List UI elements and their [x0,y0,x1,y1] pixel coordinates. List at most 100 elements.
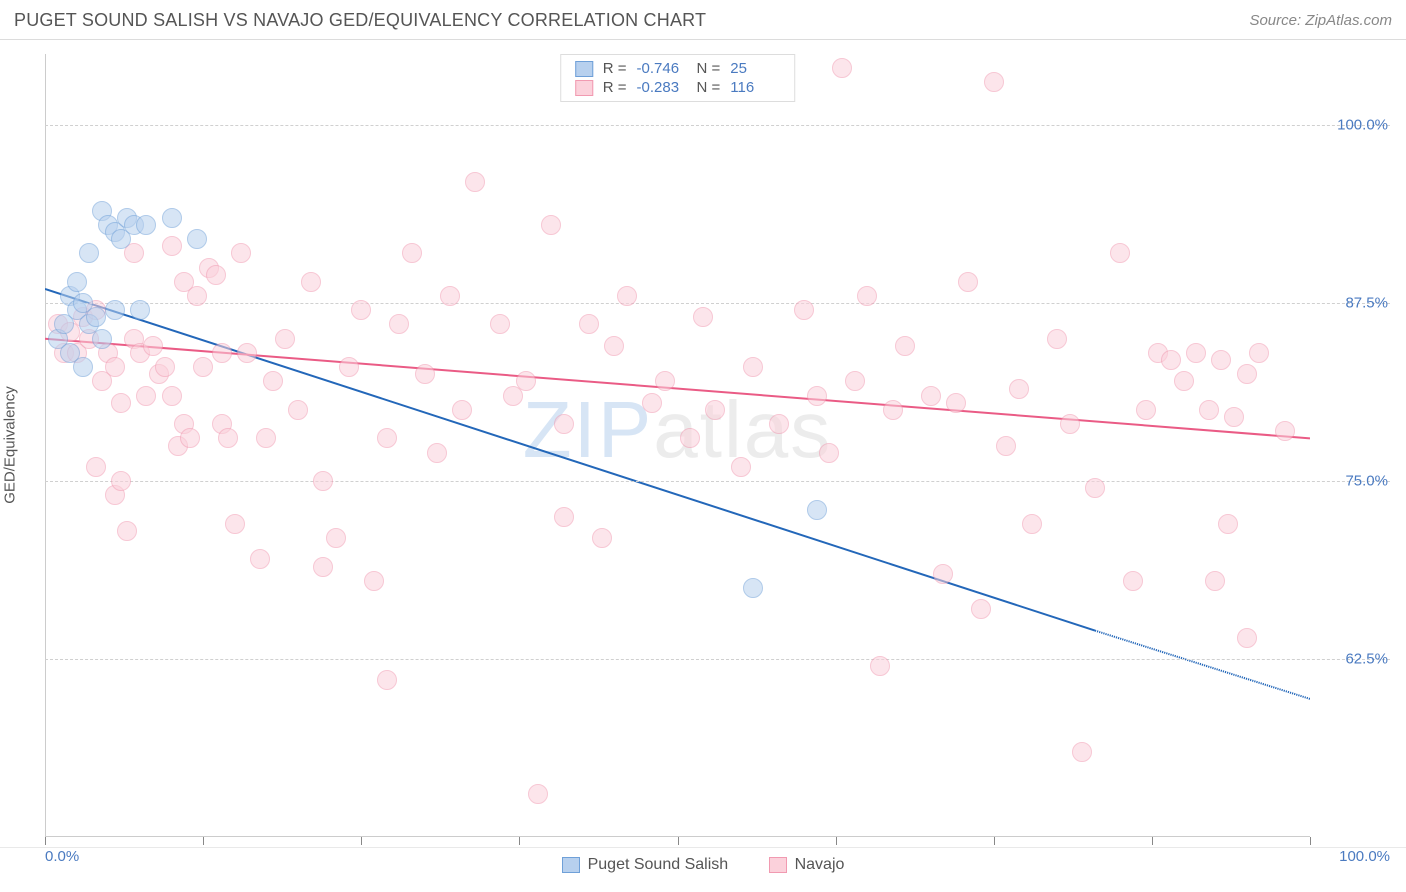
scatter-point-salish [130,300,150,320]
scatter-point-navajo [415,364,435,384]
scatter-point-navajo [155,357,175,377]
scatter-point-navajo [1136,400,1156,420]
scatter-point-navajo [554,507,574,527]
chart-title: PUGET SOUND SALISH VS NAVAJO GED/EQUIVAL… [14,10,706,31]
footer-legend-item-1: Puget Sound Salish [562,856,729,874]
plot-area: ZIPatlas R = -0.746 N = 25 R = -0.283 N … [45,52,1312,837]
scatter-point-navajo [1085,478,1105,498]
source-credit: Source: ZipAtlas.com [1249,12,1392,29]
scatter-point-navajo [933,564,953,584]
legend-stats-row-1: R = -0.746 N = 25 [575,59,781,78]
scatter-point-navajo [256,428,276,448]
scatter-point-salish [92,329,112,349]
scatter-point-navajo [351,300,371,320]
scatter-point-navajo [206,265,226,285]
scatter-point-navajo [402,243,422,263]
scatter-point-navajo [883,400,903,420]
series-1-name: Puget Sound Salish [588,856,729,874]
scatter-point-navajo [117,521,137,541]
scatter-point-navajo [1161,350,1181,370]
r-value-2: -0.283 [637,79,687,96]
scatter-point-navajo [339,357,359,377]
series-2-name: Navajo [795,856,845,874]
scatter-point-navajo [288,400,308,420]
scatter-point-navajo [143,336,163,356]
scatter-point-navajo [275,329,295,349]
gridline [45,659,1390,660]
scatter-point-navajo [1224,407,1244,427]
scatter-point-navajo [1060,414,1080,434]
scatter-point-salish [67,272,87,292]
scatter-point-navajo [1022,514,1042,534]
scatter-point-navajo [1072,742,1092,762]
scatter-point-salish [136,215,156,235]
scatter-point-navajo [769,414,789,434]
x-tick [1152,837,1153,845]
x-tick [519,837,520,845]
swatch-series-1 [562,857,580,873]
scatter-point-navajo [218,428,238,448]
scatter-point-navajo [1047,329,1067,349]
scatter-point-navajo [136,386,156,406]
scatter-point-navajo [1237,364,1257,384]
scatter-point-salish [79,243,99,263]
scatter-point-navajo [845,371,865,391]
scatter-point-navajo [554,414,574,434]
scatter-point-salish [162,208,182,228]
scatter-point-navajo [984,72,1004,92]
scatter-point-navajo [187,286,207,306]
scatter-point-navajo [895,336,915,356]
scatter-point-navajo [946,393,966,413]
r-label: R = [603,79,627,96]
r-label: R = [603,60,627,77]
n-label: N = [697,79,721,96]
scatter-point-navajo [1199,400,1219,420]
scatter-point-salish [743,578,763,598]
scatter-point-navajo [604,336,624,356]
y-axis-line [45,54,46,837]
scatter-point-salish [105,300,125,320]
scatter-point-navajo [807,386,827,406]
scatter-point-navajo [111,393,131,413]
swatch-series-2 [575,80,593,96]
scatter-point-navajo [971,599,991,619]
gridline [45,481,1390,482]
scatter-point-navajo [1123,571,1143,591]
scatter-point-navajo [263,371,283,391]
y-tick-label: 75.0% [1316,473,1388,490]
scatter-point-navajo [250,549,270,569]
y-tick-label: 62.5% [1316,651,1388,668]
scatter-point-navajo [313,471,333,491]
scatter-point-navajo [857,286,877,306]
scatter-point-navajo [921,386,941,406]
scatter-point-navajo [427,443,447,463]
x-tick [203,837,204,845]
scatter-point-salish [187,229,207,249]
scatter-point-navajo [301,272,321,292]
scatter-point-navajo [364,571,384,591]
scatter-point-navajo [958,272,978,292]
scatter-point-navajo [516,371,536,391]
scatter-point-navajo [655,371,675,391]
scatter-point-navajo [592,528,612,548]
swatch-series-1 [575,61,593,77]
scatter-point-navajo [212,343,232,363]
scatter-point-navajo [86,457,106,477]
gridline [45,303,1390,304]
scatter-point-navajo [237,343,257,363]
scatter-point-salish [86,307,106,327]
r-value-1: -0.746 [637,60,687,77]
scatter-point-navajo [705,400,725,420]
scatter-point-navajo [465,172,485,192]
x-tick [836,837,837,845]
scatter-point-navajo [193,357,213,377]
scatter-point-navajo [1275,421,1295,441]
x-tick [1310,837,1311,845]
scatter-point-navajo [452,400,472,420]
x-tick [361,837,362,845]
scatter-point-navajo [389,314,409,334]
scatter-point-navajo [313,557,333,577]
scatter-point-navajo [996,436,1016,456]
scatter-point-navajo [1218,514,1238,534]
scatter-point-navajo [680,428,700,448]
